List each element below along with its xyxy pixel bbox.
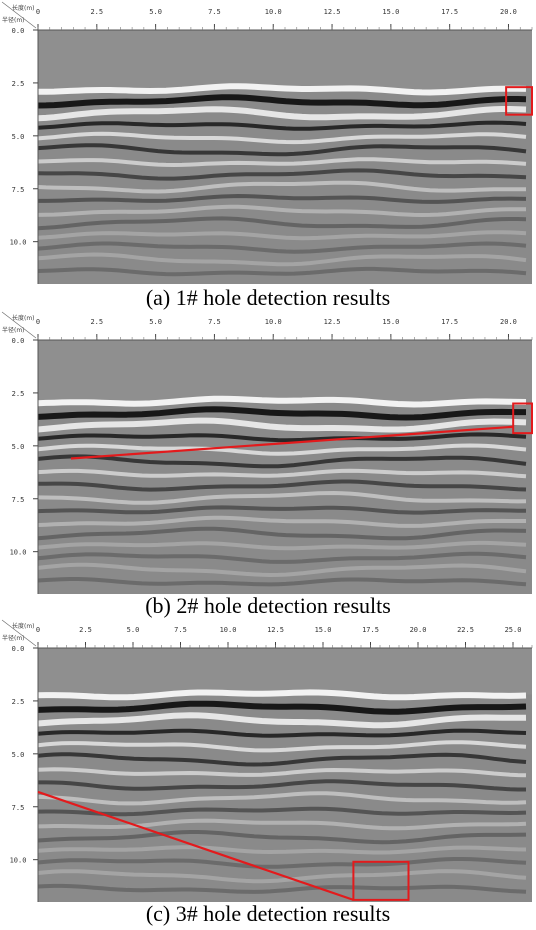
- svg-text:20.0: 20.0: [500, 8, 517, 16]
- radargram-panel-2: 0 2.5 5.0 7.5 10.0 12.5 15.0 17.5 20.0 0.0 2.5 5.0 7…: [0, 310, 536, 598]
- svg-text:0: 0: [36, 8, 40, 16]
- annotation-box: [352, 860, 410, 901]
- svg-text:5.0: 5.0: [127, 626, 140, 634]
- radargram-3: 0 2.5 5.0 7.5 10.0 12.5 15.0 17.5 20.0 22.5 25.0 0.…: [0, 618, 536, 906]
- svg-text:20.0: 20.0: [500, 318, 517, 326]
- svg-text:长度(m): 长度(m): [12, 4, 35, 12]
- svg-text:12.5: 12.5: [324, 8, 341, 16]
- svg-text:半径(m): 半径(m): [2, 326, 25, 334]
- svg-text:0.0: 0.0: [12, 27, 25, 35]
- svg-text:7.5: 7.5: [12, 804, 25, 812]
- svg-text:0: 0: [36, 318, 40, 326]
- annotation-line: [37, 790, 354, 901]
- svg-text:15.0: 15.0: [382, 318, 399, 326]
- svg-text:10.0: 10.0: [10, 239, 27, 247]
- caption-1: (a) 1# hole detection results: [145, 285, 391, 310]
- svg-text:2.5: 2.5: [12, 390, 25, 398]
- svg-text:2.5: 2.5: [79, 626, 92, 634]
- svg-text:5.0: 5.0: [12, 133, 25, 141]
- svg-text:7.5: 7.5: [174, 626, 187, 634]
- svg-text:17.5: 17.5: [441, 318, 458, 326]
- svg-text:17.5: 17.5: [441, 8, 458, 16]
- svg-text:5.0: 5.0: [149, 318, 162, 326]
- svg-text:17.5: 17.5: [362, 626, 379, 634]
- svg-text:长度(m): 长度(m): [12, 314, 35, 322]
- svg-text:12.5: 12.5: [324, 318, 341, 326]
- svg-text:7.5: 7.5: [208, 318, 221, 326]
- caption-3: (c) 3# hole detection results: [145, 901, 391, 926]
- caption-2: (b) 2# hole detection results: [145, 593, 391, 618]
- svg-text:10.0: 10.0: [10, 857, 27, 865]
- svg-text:2.5: 2.5: [12, 80, 25, 88]
- radargram-2: 0 2.5 5.0 7.5 10.0 12.5 15.0 17.5 20.0 0.0 2.5 5.0 7…: [0, 310, 536, 598]
- radargram-panel-1: 0 2.5 5.0 7.5 10.0 12.5 15.0 17.5 20.0 0.0 2.5 5.0 7…: [0, 0, 536, 288]
- svg-text:20.0: 20.0: [410, 626, 427, 634]
- svg-text:2.5: 2.5: [12, 698, 25, 706]
- svg-text:2.5: 2.5: [90, 8, 103, 16]
- svg-text:10.0: 10.0: [265, 318, 282, 326]
- annotation-line: [70, 425, 514, 460]
- svg-text:半径(m): 半径(m): [2, 634, 25, 642]
- svg-text:10.0: 10.0: [10, 549, 27, 557]
- svg-text:2.5: 2.5: [90, 318, 103, 326]
- annotation-box: [505, 86, 533, 116]
- svg-text:7.5: 7.5: [208, 8, 221, 16]
- svg-text:7.5: 7.5: [12, 186, 25, 194]
- svg-text:7.5: 7.5: [12, 496, 25, 504]
- svg-text:5.0: 5.0: [149, 8, 162, 16]
- svg-text:12.5: 12.5: [267, 626, 284, 634]
- svg-text:10.0: 10.0: [265, 8, 282, 16]
- svg-text:25.0: 25.0: [505, 626, 522, 634]
- svg-text:0.0: 0.0: [12, 645, 25, 653]
- svg-text:15.0: 15.0: [382, 8, 399, 16]
- svg-text:10.0: 10.0: [220, 626, 237, 634]
- radargram-1: 0 2.5 5.0 7.5 10.0 12.5 15.0 17.5 20.0 0.0 2.5 5.0 7…: [0, 0, 536, 288]
- svg-text:15.0: 15.0: [315, 626, 332, 634]
- svg-text:长度(m): 长度(m): [12, 622, 35, 630]
- svg-text:0.0: 0.0: [12, 337, 25, 345]
- svg-text:22.5: 22.5: [457, 626, 474, 634]
- svg-text:半径(m): 半径(m): [2, 16, 25, 24]
- svg-text:5.0: 5.0: [12, 751, 25, 759]
- annotation-box: [512, 402, 534, 435]
- svg-text:0: 0: [36, 626, 40, 634]
- radargram-panel-3: 0 2.5 5.0 7.5 10.0 12.5 15.0 17.5 20.0 22.5 25.0 0.…: [0, 618, 536, 906]
- svg-text:5.0: 5.0: [12, 443, 25, 451]
